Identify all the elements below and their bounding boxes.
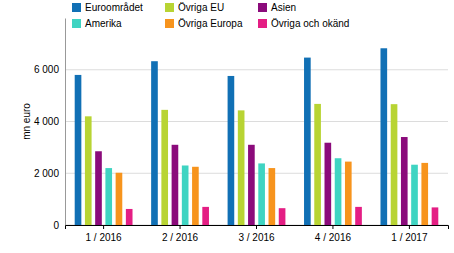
y-axis-title: mn euro [21,103,32,140]
bar [269,168,276,225]
legend-swatch [165,19,174,28]
y-axis: 0 2 000 4 000 6 000 [34,19,66,231]
x-tick-mark [332,225,333,229]
y-tick-label: 0 [53,220,59,231]
grid-line [65,69,448,70]
bar [105,168,112,225]
y-tick: 0 [53,220,65,231]
x-tick-mark [409,225,410,229]
grid-line [65,121,448,122]
bar [75,75,82,225]
bar [380,48,387,225]
legend-item: Asien [258,2,296,13]
legend-label: Asien [271,2,296,13]
legend: Euroområdet Övriga EU Asien Amerika Övriga E… [72,2,349,29]
bar [161,110,168,225]
chart-svg: 0 2 000 4 000 6 000 1 / 2016 2 / 2016 3 / 2016… [0,0,454,253]
legend-item: Amerika [72,18,122,29]
bar-series [105,158,417,225]
bars [75,48,439,225]
y-tick: 2 000 [34,168,65,179]
legend-swatch [72,19,81,28]
bar [258,163,265,225]
legend-item: Övriga Europa [165,18,243,29]
legend-item: Övriga EU [165,2,224,13]
bar [304,58,311,225]
x-tick: 3 / 2016 [238,225,275,243]
legend-swatch [72,3,81,12]
grid-line [65,173,448,174]
x-axis-line [66,226,449,230]
x-tick-label: 2 / 2016 [162,232,199,243]
bar-series [85,104,397,225]
bar [432,207,439,225]
legend-label: Övriga Europa [178,18,243,29]
bar [116,173,123,225]
bar [202,207,209,225]
bar [391,104,398,225]
bar [95,151,102,225]
x-tick-label: 1 / 2016 [86,232,123,243]
bar [401,137,408,225]
bar-series [126,207,438,225]
bar [279,208,286,225]
x-tick-mark [256,225,257,229]
y-axis-line [65,19,66,226]
bar [182,165,189,225]
y-tick-label: 2 000 [34,168,59,179]
y-tick: 4 000 [34,116,65,127]
x-tick-mark [103,225,104,229]
x-tick: 4 / 2016 [315,225,352,243]
x-tick-label: 1 / 2017 [391,232,428,243]
y-tick: 6 000 [34,64,65,75]
plot: 0 2 000 4 000 6 000 1 / 2016 2 / 2016 3 / 2016… [34,19,449,244]
y-tick-label: 4 000 [34,116,59,127]
bar [151,61,158,225]
bar [238,110,245,225]
bar [85,116,92,225]
bar [248,145,255,225]
legend-swatch [258,3,267,12]
chart-container: 0 2 000 4 000 6 000 1 / 2016 2 / 2016 3 / 2016… [0,0,454,253]
bar-series [116,162,428,225]
bar [335,158,342,225]
grid [65,70,448,225]
bar [421,163,428,225]
bar [228,76,235,225]
bar [126,209,133,225]
bar [411,165,418,225]
x-tick: 1 / 2017 [391,225,428,243]
bar [192,167,199,225]
legend-label: Övriga och okänd [271,18,349,29]
x-axis: 1 / 2016 2 / 2016 3 / 2016 4 / 2016 1 / 2017 [66,225,449,243]
bar [355,207,362,225]
y-tick-label: 6 000 [34,64,59,75]
x-tick-label: 3 / 2016 [238,232,275,243]
legend-swatch [165,3,174,12]
bar [345,162,352,225]
bar [172,145,179,225]
legend-item: Övriga och okänd [258,18,349,29]
bar [325,143,332,225]
legend-label: Amerika [85,18,122,29]
bar-series [95,137,407,225]
x-tick: 2 / 2016 [162,225,199,243]
x-tick-mark [180,225,181,229]
legend-swatch [258,19,267,28]
legend-label: Euroområdet [85,2,143,13]
x-tick: 1 / 2016 [86,225,123,243]
bar-series [75,48,387,225]
bar [314,104,321,225]
legend-label: Övriga EU [178,2,224,13]
legend-item: Euroområdet [72,2,143,13]
x-tick-label: 4 / 2016 [315,232,352,243]
